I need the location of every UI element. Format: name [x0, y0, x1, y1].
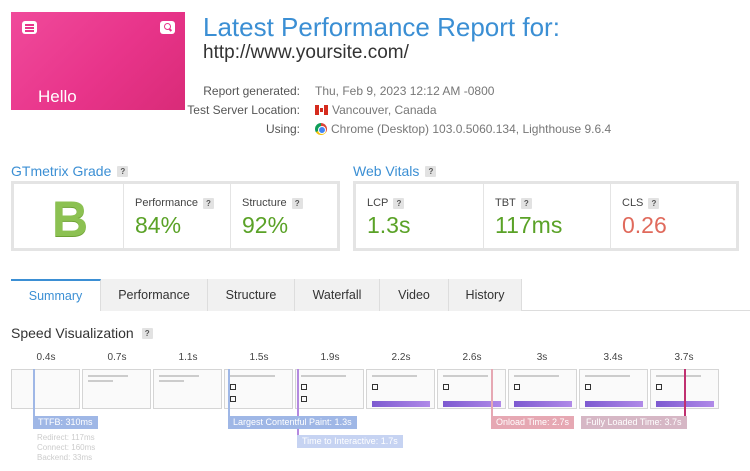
tbt-cell: TBT? 117ms	[483, 184, 610, 248]
menu-icon	[22, 21, 37, 34]
cls-cell: CLS? 0.26	[610, 184, 736, 248]
tab-history[interactable]: History	[449, 279, 522, 311]
grade-letter: B	[52, 191, 89, 247]
fully-loaded-marker-label[interactable]: Fully Loaded Time: 3.7s	[581, 416, 687, 429]
backend-detail: Backend: 33ms	[37, 453, 93, 462]
tti-marker-label[interactable]: Time to Interactive: 1.7s	[297, 435, 403, 448]
tab-performance[interactable]: Performance	[101, 279, 208, 311]
tab-summary[interactable]: Summary	[11, 279, 101, 311]
filmstrip-frame[interactable]	[153, 369, 222, 409]
ttfb-marker	[33, 369, 35, 417]
cls-value: 0.26	[622, 212, 667, 238]
filmstrip-frame[interactable]	[437, 369, 506, 409]
frame-time-label: 0.4s	[36, 352, 56, 363]
redirect-detail: Redirect: 117ms	[37, 433, 95, 442]
filmstrip-frame[interactable]	[295, 369, 364, 409]
report-url[interactable]: http://www.yoursite.com/	[203, 42, 409, 63]
structure-cell: Structure? 92%	[230, 184, 337, 248]
hero-hello-text: Hello	[38, 87, 77, 106]
filmstrip[interactable]	[11, 369, 739, 409]
meta-key: Report generated:	[203, 84, 300, 98]
tbt-label: TBT	[495, 197, 516, 209]
frame-time-label: 3.4s	[603, 352, 623, 363]
speed-visualization-heading: Speed Visualization ?	[11, 325, 153, 341]
lcp-value: 1.3s	[367, 212, 411, 238]
frame-time-label: 1.1s	[178, 352, 198, 363]
frame-time-label: 2.2s	[391, 352, 411, 363]
tbt-value: 117ms	[495, 212, 563, 238]
lcp-label: LCP	[367, 197, 389, 209]
help-icon[interactable]: ?	[202, 197, 214, 209]
grade-letter-cell: B	[14, 184, 123, 248]
meta-key: Test Server Location:	[187, 103, 300, 117]
help-icon[interactable]: ?	[648, 197, 660, 209]
connect-detail: Connect: 160ms	[37, 443, 96, 452]
tab-waterfall[interactable]: Waterfall	[295, 279, 380, 311]
search-icon	[160, 21, 175, 34]
frame-time-label: 1.9s	[320, 352, 340, 363]
onload-marker	[491, 369, 493, 417]
vitals-panel: LCP? 1.3s TBT? 117ms CLS? 0.26	[353, 181, 739, 251]
meta-value: Chrome (Desktop) 103.0.5060.134, Lightho…	[315, 122, 611, 136]
grade-heading: GTmetrix Grade ?	[11, 163, 129, 179]
grade-panel: B Performance? 84% Structure? 92%	[11, 181, 340, 251]
frame-time-label: 3.7s	[674, 352, 694, 363]
filmstrip-frame[interactable]	[11, 369, 80, 409]
frame-time-label: 2.6s	[462, 352, 482, 363]
meta-value: Vancouver, Canada	[315, 103, 437, 117]
help-icon[interactable]: ?	[393, 197, 405, 209]
cls-label: CLS	[622, 197, 644, 209]
help-icon[interactable]: ?	[520, 197, 532, 209]
filmstrip-frame[interactable]	[82, 369, 151, 409]
structure-label: Structure	[242, 197, 287, 209]
lcp-marker	[228, 369, 230, 417]
help-icon[interactable]: ?	[291, 197, 303, 209]
ttfb-label[interactable]: TTFB: 310ms	[33, 416, 98, 429]
report-tabs: Summary Performance Structure Waterfall …	[11, 279, 750, 311]
help-icon[interactable]: ?	[117, 165, 129, 177]
filmstrip-frame[interactable]	[366, 369, 435, 409]
performance-cell: Performance? 84%	[123, 184, 230, 248]
performance-label: Performance	[135, 197, 198, 209]
fully-loaded-marker	[684, 369, 686, 417]
help-icon[interactable]: ?	[141, 327, 153, 339]
filmstrip-frame[interactable]	[508, 369, 577, 409]
structure-value: 92%	[242, 212, 289, 238]
meta-value: Thu, Feb 9, 2023 12:12 AM -0800	[315, 84, 495, 98]
chrome-icon	[315, 123, 327, 135]
tab-video[interactable]: Video	[380, 279, 449, 311]
tti-marker	[297, 369, 299, 435]
onload-marker-label[interactable]: Onload Time: 2.7s	[491, 416, 575, 429]
vitals-heading: Web Vitals ?	[353, 163, 437, 179]
frame-time-label: 0.7s	[107, 352, 127, 363]
help-icon[interactable]: ?	[425, 165, 437, 177]
frame-time-label: 3s	[536, 352, 548, 363]
meta-key: Using:	[265, 122, 300, 136]
lcp-cell: LCP? 1.3s	[356, 184, 483, 248]
filmstrip-frame[interactable]	[224, 369, 293, 409]
tab-structure[interactable]: Structure	[208, 279, 295, 311]
frame-time-label: 1.5s	[249, 352, 269, 363]
site-screenshot-thumbnail: Hello	[11, 12, 185, 110]
canada-flag-icon	[315, 105, 328, 115]
report-title: Latest Performance Report for:	[203, 12, 560, 42]
performance-value: 84%	[135, 212, 182, 238]
lcp-marker-label[interactable]: Largest Contentful Paint: 1.3s	[228, 416, 357, 429]
filmstrip-frame[interactable]	[579, 369, 648, 409]
